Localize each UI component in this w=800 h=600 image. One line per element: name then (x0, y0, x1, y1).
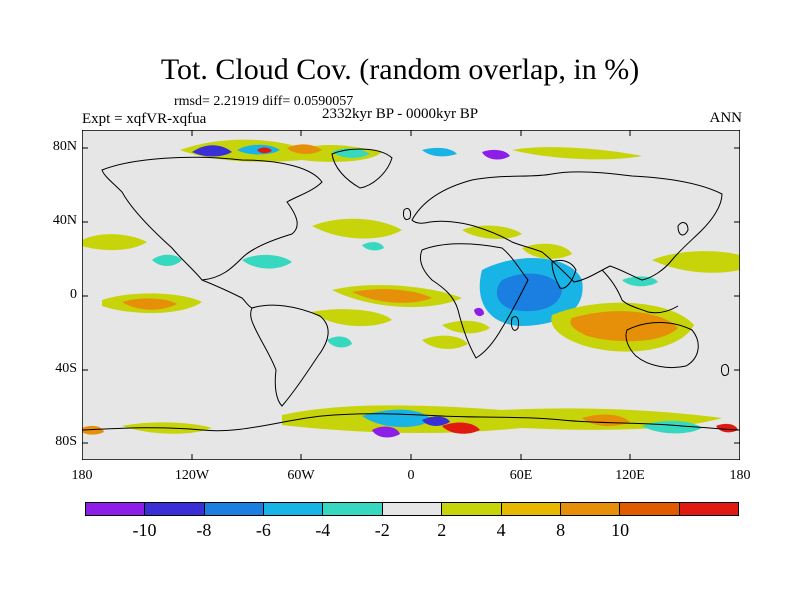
colorbar-cell (620, 503, 680, 515)
colorbar-label: 4 (496, 520, 506, 540)
anomaly-arctic-green (180, 139, 382, 162)
anomaly-natl-green (312, 218, 402, 239)
anomaly-wpac-cyan (622, 276, 658, 287)
coast-africa (419, 243, 529, 359)
colorbar-cell (442, 503, 502, 515)
coast-uk (403, 207, 411, 221)
anomaly-npac-east-green (652, 251, 740, 273)
anomaly-arctic-red (257, 147, 272, 154)
anomaly-io-blue (496, 273, 562, 312)
x-tick-120e: 120E (615, 468, 645, 483)
colorbar-cell (323, 503, 383, 515)
anomaly-fields (82, 139, 740, 438)
x-tick-180e: 180 (729, 468, 751, 483)
y-tick-40s: 40S (55, 361, 77, 376)
coast-india (551, 259, 577, 289)
x-tick-60w: 60W (287, 468, 315, 483)
coast-antarctica (82, 413, 740, 432)
coast-north-america (101, 156, 323, 281)
anomaly-safr-green (422, 335, 468, 349)
colorbar (85, 502, 739, 516)
colorbar-label: -6 (255, 520, 271, 540)
colorbar-label: 10 (611, 520, 630, 540)
anomaly-npac-cyan (152, 254, 182, 266)
coast-new-zealand (721, 363, 729, 377)
y-tick-0: 0 (70, 287, 77, 302)
x-tick-60e: 60E (509, 468, 533, 483)
anomaly-siberia-purple (482, 149, 510, 160)
colorbar-cell (501, 503, 561, 515)
anomaly-siberia-green (512, 147, 642, 160)
anomaly-arctic-blue (192, 145, 232, 157)
anomaly-aus-orange (570, 311, 678, 342)
map-panel (82, 130, 740, 460)
map-svg (82, 130, 740, 460)
colorbar-cell (382, 503, 443, 515)
coast-madagascar (511, 315, 519, 331)
anomaly-io-green (522, 243, 572, 259)
colorbar-label: -10 (132, 520, 157, 540)
colorbar-cell (204, 503, 265, 515)
y-tick-80s: 80S (55, 434, 77, 449)
coast-europe (411, 171, 723, 283)
axis-ticks (82, 130, 740, 460)
anomaly-spac-green (442, 320, 490, 334)
experiment-label: Expt = xqfVR-xqfua (82, 111, 207, 127)
x-tick-180w: 180 (71, 468, 93, 483)
x-tick-120w: 120W (174, 468, 210, 483)
anomaly-natl-mid-cyan (242, 254, 292, 269)
anomaly-ant-blue (422, 416, 450, 426)
coast-central-america (201, 279, 253, 309)
stats-text: rmsd= 2.21919 diff= 0.0590057 (174, 94, 354, 109)
colorbar-label: 2 (437, 520, 447, 540)
coast-australia (625, 322, 699, 369)
y-tick-80n: 80N (52, 139, 77, 154)
anomaly-ant-orange-w (82, 425, 104, 435)
anomaly-arctic-orange (287, 144, 322, 154)
colorbar-cell (264, 503, 324, 515)
anomaly-afr-purple (474, 307, 484, 317)
colorbar-label: -4 (315, 520, 331, 540)
colorbar-label: -2 (374, 520, 390, 540)
x-tick-0: 0 (407, 468, 415, 483)
anomaly-ant-red (442, 422, 480, 434)
coast-se-asia (601, 269, 679, 314)
anomaly-siberia-cyan (422, 147, 457, 157)
anomaly-epac-orange (122, 298, 177, 310)
colorbar-label: -8 (196, 520, 212, 540)
anomaly-natl-cyan (362, 242, 384, 251)
anomaly-brazil-green (312, 309, 392, 327)
anomaly-ant-purple (372, 426, 400, 438)
coastlines (82, 148, 740, 432)
colorbar-label: 8 (556, 520, 566, 540)
coast-greenland (331, 148, 393, 189)
anomaly-npac-west-green (82, 234, 147, 251)
season-label: ANN (709, 110, 743, 126)
anomaly-atl-orange (352, 289, 432, 303)
coast-south-america (250, 304, 329, 407)
colorbar-cell (86, 503, 146, 515)
coast-japan (677, 222, 689, 236)
colorbar-cell (145, 503, 205, 515)
period-label: 2332kyr BP - 0000kyr BP (322, 106, 479, 122)
y-tick-40n: 40N (52, 213, 77, 228)
colorbar-cell (679, 503, 738, 515)
anomaly-ant-red-e (716, 423, 738, 433)
figure-title: Tot. Cloud Cov. (random overlap, in %) (160, 53, 640, 86)
anomaly-sam-cyan (327, 336, 352, 348)
colorbar-cell (560, 503, 621, 515)
